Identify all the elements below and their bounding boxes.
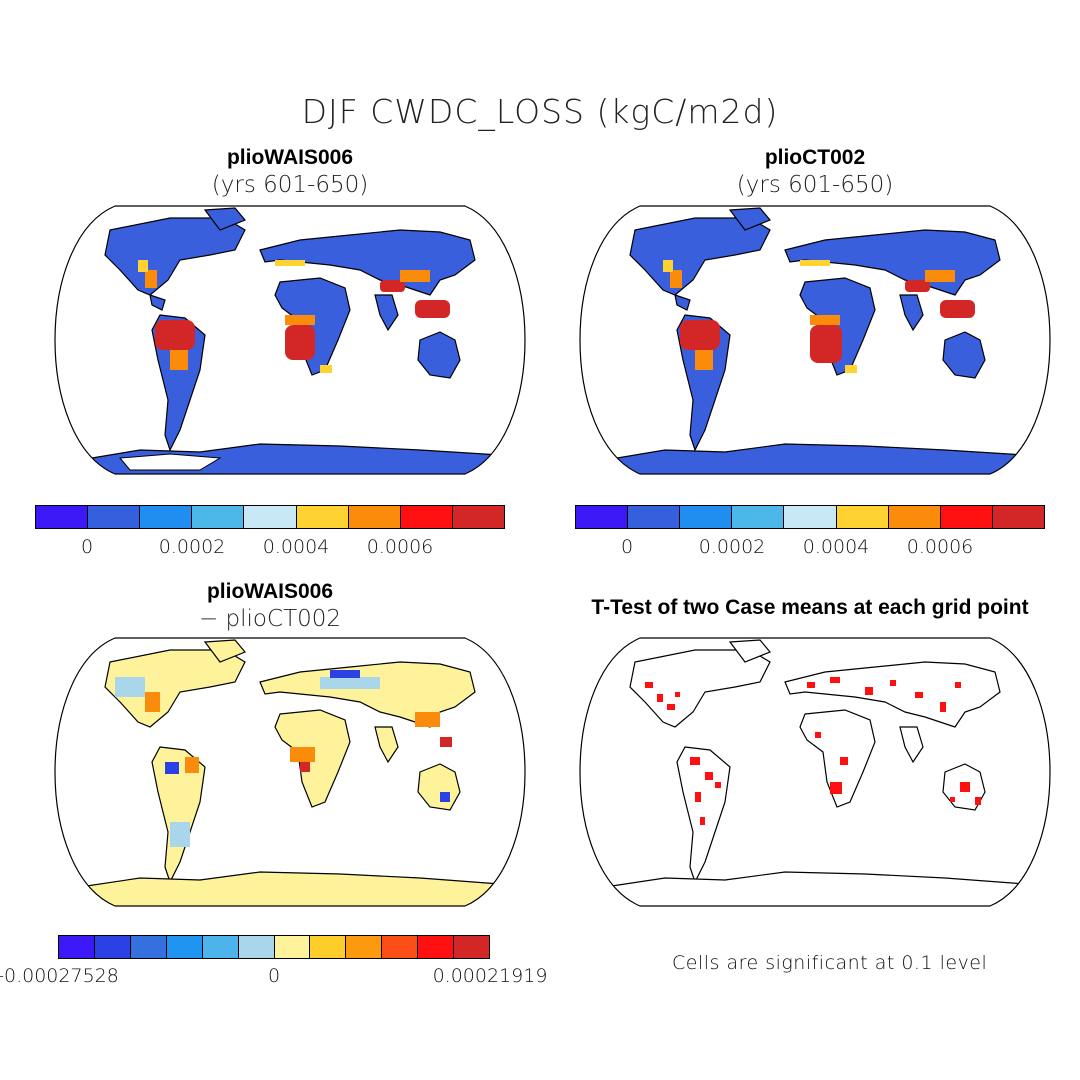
- panel-3-title: plioWAIS006: [206, 580, 334, 603]
- colorbar-cell: [732, 506, 785, 528]
- colorbar-cell: [784, 506, 837, 528]
- colorbar-cell: [166, 936, 203, 958]
- panel-3-subtitle: − plioCT002: [198, 606, 342, 632]
- colorbar-cell: [36, 506, 89, 528]
- colorbar-cell: [274, 936, 311, 958]
- colorbar-cell: [576, 506, 629, 528]
- colorbar-2-label: 0: [620, 536, 634, 558]
- colorbar-cell: [238, 936, 275, 958]
- colorbar-cell: [992, 506, 1044, 528]
- panel-2-title: plioCT002: [764, 146, 866, 169]
- colorbar-diff-max-label: 0.00021919: [432, 965, 548, 987]
- colorbar-cell: [400, 506, 453, 528]
- colorbar-cell: [130, 936, 167, 958]
- colorbar-cell: [454, 936, 490, 958]
- colorbar-cell: [94, 936, 131, 958]
- colorbar-diff-zero-label: 0: [267, 965, 281, 987]
- colorbar-panel-2: [575, 505, 1045, 529]
- significance-note: Cells are significant at 0.1 level: [672, 952, 988, 974]
- map-panel-difference: [54, 637, 526, 907]
- colorbar-2-label: 0.0006: [906, 536, 974, 558]
- colorbar-1-label: 0.0004: [262, 536, 330, 558]
- map-panel-ttest: [579, 637, 1051, 907]
- map-panel-plioCT002: [579, 205, 1051, 475]
- colorbar-cell: [940, 506, 993, 528]
- colorbar-cell: [346, 936, 383, 958]
- colorbar-2-label: 0.0002: [698, 536, 766, 558]
- colorbar-cell: [202, 936, 239, 958]
- colorbar-cell: [628, 506, 681, 528]
- colorbar-2-label: 0.0004: [802, 536, 870, 558]
- colorbar-1-label: 0: [80, 536, 94, 558]
- main-title: DJF CWDC_LOSS (kgC/m2d): [301, 92, 779, 131]
- colorbar-cell: [418, 936, 455, 958]
- panel-2-subtitle: (yrs 601-650): [736, 172, 894, 198]
- colorbar-cell: [192, 506, 245, 528]
- colorbar-cell: [59, 936, 95, 958]
- colorbar-1-label: 0.0006: [366, 536, 434, 558]
- panel-1-title: plioWAIS006: [226, 146, 354, 169]
- colorbar-cell: [382, 936, 419, 958]
- colorbar-cell: [680, 506, 733, 528]
- panel-4-title: T-Test of two Case means at each grid po…: [591, 596, 1029, 619]
- colorbar-cell: [140, 506, 193, 528]
- colorbar-panel-1: [35, 505, 505, 529]
- colorbar-difference: [58, 935, 490, 959]
- colorbar-cell: [836, 506, 889, 528]
- panel-1-subtitle: (yrs 601-650): [211, 172, 369, 198]
- colorbar-1-label: 0.0002: [158, 536, 226, 558]
- colorbar-cell: [296, 506, 349, 528]
- colorbar-cell: [244, 506, 297, 528]
- colorbar-cell: [310, 936, 347, 958]
- colorbar-cell: [88, 506, 141, 528]
- colorbar-cell: [348, 506, 401, 528]
- colorbar-diff-min-label: -0.00027528: [0, 965, 119, 987]
- colorbar-cell: [452, 506, 504, 528]
- colorbar-cell: [888, 506, 941, 528]
- map-panel-plioWAIS006: [54, 205, 526, 475]
